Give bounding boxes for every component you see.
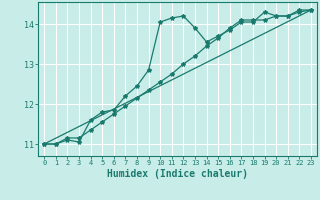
X-axis label: Humidex (Indice chaleur): Humidex (Indice chaleur)	[107, 169, 248, 179]
